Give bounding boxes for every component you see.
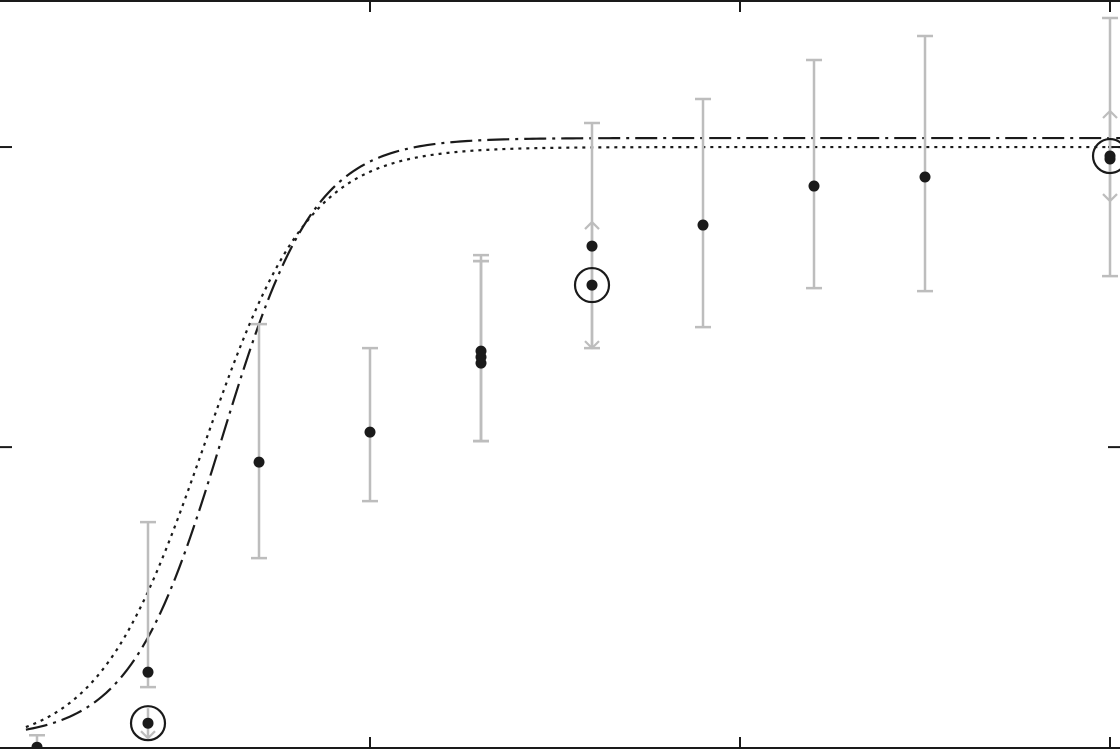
error-bar bbox=[584, 123, 600, 348]
error-bar bbox=[251, 324, 267, 558]
error-bar bbox=[362, 348, 378, 501]
data-point bbox=[476, 346, 487, 357]
fit-curves bbox=[26, 138, 1120, 730]
error-bar bbox=[917, 36, 933, 291]
error-bar bbox=[695, 99, 711, 327]
data-point bbox=[587, 280, 598, 291]
data-point bbox=[254, 457, 265, 468]
data-point bbox=[809, 181, 820, 192]
data-point bbox=[698, 220, 709, 231]
data-point bbox=[920, 172, 931, 183]
data-point bbox=[143, 667, 154, 678]
data-point bbox=[587, 241, 598, 252]
error-bar bbox=[806, 60, 822, 288]
fit-curve-dotted bbox=[26, 147, 1120, 727]
data-points bbox=[32, 139, 1120, 749]
data-point bbox=[143, 718, 154, 729]
fit-curve-dashed-dotted bbox=[26, 138, 1120, 730]
data-point bbox=[365, 427, 376, 438]
error-bar bbox=[140, 522, 156, 687]
error-bars bbox=[29, 18, 1118, 747]
data-point bbox=[1105, 154, 1116, 165]
data-point bbox=[32, 742, 43, 749]
